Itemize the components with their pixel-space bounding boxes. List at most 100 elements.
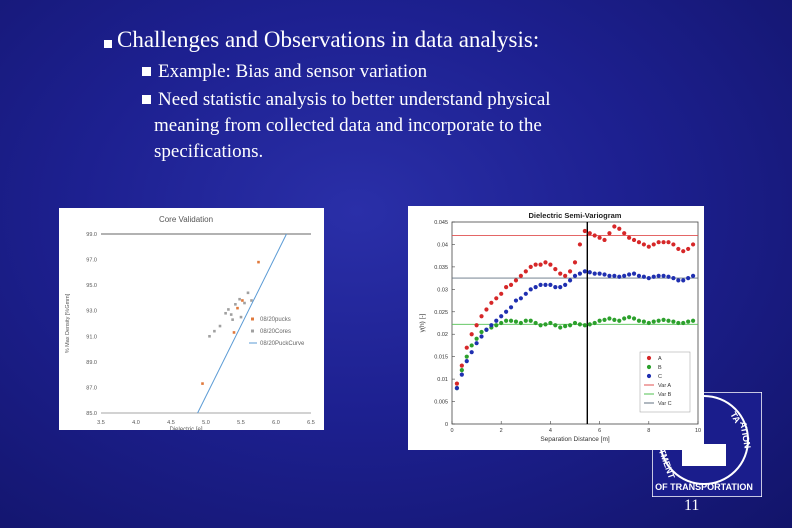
bullet-text-1: Example: Bias and sensor variation <box>158 61 428 82</box>
chart2-data-point <box>563 324 568 329</box>
chart2-data-point <box>627 272 632 277</box>
semivariogram-chart: Dielectric Semi-Variogram 0 0.005 0.01 0.015… <box>419 211 701 443</box>
chart2-legend-label: A <box>658 356 662 362</box>
chart2-data-point <box>459 372 464 377</box>
semivariogram-chart-panel: Dielectric Semi-Variogram 0 0.005 0.01 0.015… <box>408 206 704 450</box>
chart2-y-tick-label: 0 <box>445 422 448 428</box>
chart1-x-tick-label: 3.5 <box>97 420 105 426</box>
chart2-data-point <box>607 316 612 321</box>
chart2-data-point <box>513 298 519 303</box>
chart2-data-point <box>523 291 528 296</box>
chart2-legend-label: C <box>658 374 662 380</box>
chart2-data-point <box>587 322 592 327</box>
chart1-data-point <box>246 291 250 295</box>
chart2-y-tick-label: 0.04 <box>437 242 448 248</box>
bullet-text-2: Need statistic analysis to better unders… <box>158 89 551 110</box>
chart2-data-point <box>459 363 464 368</box>
chart2-y-tick-label: 0.025 <box>434 310 448 316</box>
chart1-legend-label: 08/20Cores <box>260 329 291 335</box>
chart2-data-point <box>602 237 607 243</box>
chart2-data-point <box>494 323 499 328</box>
chart1-data-point <box>238 297 241 301</box>
chart2-data-point <box>548 282 553 287</box>
bullet-text-2b: meaning from collected data and incorpor… <box>154 115 542 136</box>
chart2-data-point <box>636 318 642 323</box>
chart2-data-point <box>474 323 479 328</box>
chart2-legend-label: B <box>658 365 662 371</box>
chart2-data-point <box>666 240 671 245</box>
chart2-data-point <box>661 317 666 322</box>
chart2-data-point <box>602 317 607 322</box>
chart2-data-point <box>543 260 548 265</box>
chart2-data-point <box>612 224 617 229</box>
chart2-data-point <box>587 270 592 275</box>
chart2-data-point <box>681 320 686 326</box>
chart1-data-point <box>243 301 246 305</box>
chart2-data-point <box>508 282 514 287</box>
chart2-data-point <box>513 278 519 283</box>
chart1-data-point <box>227 308 230 311</box>
chart2-data-point <box>627 315 632 320</box>
chart2-data-point <box>666 318 671 323</box>
chart1-x-tick-label: 6.5 <box>307 420 315 426</box>
chart2-x-tick-label: 8 <box>647 428 650 434</box>
chart2-data-point <box>469 343 474 348</box>
chart1-x-tick-label: 4.0 <box>132 420 140 426</box>
chart2-data-point <box>572 273 578 278</box>
chart1-x-tick-label: 5.5 <box>237 420 245 426</box>
chart1-x-axis-label: Dielectric [e] <box>169 427 202 430</box>
chart2-data-point <box>474 336 479 341</box>
chart2-data-point <box>538 262 543 267</box>
chart2-data-point <box>494 318 499 323</box>
chart1-data-point <box>236 306 239 310</box>
chart2-data-point <box>464 345 469 350</box>
chart2-y-tick-label: 0.045 <box>434 220 448 226</box>
chart2-data-point <box>656 273 661 278</box>
chart2-data-point <box>592 233 597 238</box>
chart2-data-point <box>464 359 469 364</box>
chart2-y-tick-label: 0.015 <box>434 355 448 361</box>
bullet-square-icon <box>142 67 151 76</box>
chart1-data-point <box>229 313 233 316</box>
chart2-data-point <box>528 318 533 323</box>
chart2-data-point <box>508 318 514 323</box>
chart2-data-point <box>572 320 578 326</box>
chart2-data-point <box>518 296 523 301</box>
chart2-data-point <box>651 319 656 324</box>
chart2-x-tick-label: 6 <box>598 428 601 434</box>
chart2-data-point <box>518 273 523 278</box>
chart2-legend-box <box>639 351 691 413</box>
bullet-text-2c: specifications. <box>154 141 264 162</box>
core-validation-chart-panel: Core Validation 85.0 87.0 89.0 91.0 93.0 95.0 9… <box>59 208 324 433</box>
chart2-data-point <box>651 274 656 279</box>
chart1-y-tick-label: 95.0 <box>86 283 97 289</box>
chart2-legend-marker <box>646 373 652 379</box>
chart2-data-point <box>690 318 696 323</box>
bullet-square-icon <box>142 95 151 104</box>
chart2-y-tick-label: 0.035 <box>434 265 448 271</box>
chart2-data-point <box>479 334 484 339</box>
chart2-data-point <box>612 317 617 322</box>
chart2-data-point <box>656 318 661 323</box>
chart2-data-point <box>636 273 642 278</box>
chart1-legend-marker <box>251 329 254 333</box>
chart2-data-point <box>656 240 661 245</box>
chart2-data-point <box>499 314 504 319</box>
chart2-data-point <box>661 240 666 245</box>
chart1-data-point <box>208 334 211 338</box>
chart2-data-point <box>558 284 563 290</box>
chart1-data-point <box>241 299 244 302</box>
chart2-data-point <box>508 305 514 310</box>
chart2-y-tick-label: 0.01 <box>437 377 448 383</box>
chart2-plot-frame <box>451 221 699 425</box>
chart2-data-point <box>499 320 504 326</box>
chart2-data-point <box>489 300 494 305</box>
chart2-data-point <box>558 325 563 330</box>
chart2-data-point <box>533 284 538 290</box>
chart1-x-tick-label: 5.0 <box>202 420 210 426</box>
chart2-legend-marker <box>646 355 652 361</box>
chart2-data-point <box>572 260 578 265</box>
chart2-data-point <box>587 231 592 236</box>
chart2-y-tick-label: 0.005 <box>434 400 448 406</box>
chart2-data-point <box>582 323 587 328</box>
